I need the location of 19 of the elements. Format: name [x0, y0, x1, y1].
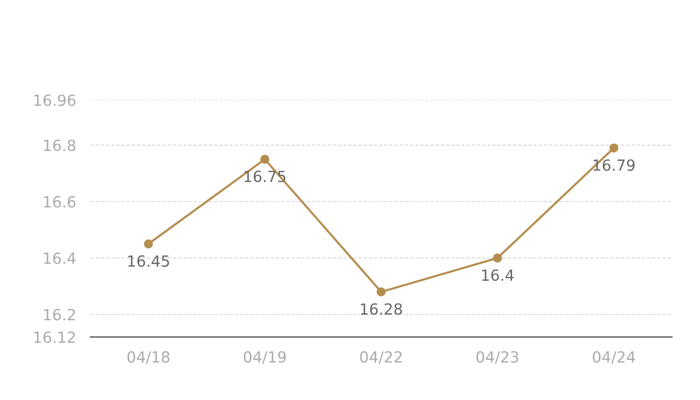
- x-tick-label: 04/24: [592, 351, 635, 364]
- y-tick-label: 16.8: [44, 140, 76, 152]
- data-label: 16.4: [482, 269, 514, 281]
- data-label: 16.45: [128, 255, 170, 267]
- point: [376, 287, 386, 296]
- point: [260, 154, 270, 164]
- data-label: 16.28: [360, 303, 402, 315]
- x-tick-label: 04/23: [476, 351, 518, 364]
- y-tick-label: 16.6: [44, 196, 76, 208]
- y-tick-label: 16.4: [44, 252, 76, 264]
- y-tick-label: 16.12: [34, 331, 75, 344]
- y-tick-label: 16.96: [34, 94, 76, 106]
- x-tick-label: 04/19: [244, 351, 286, 364]
- x-tick-label: 04/18: [127, 351, 170, 364]
- x-tick-label: 04/22: [360, 351, 402, 364]
- point: [609, 143, 618, 152]
- y-tick-label: 16.2: [44, 308, 75, 320]
- point: [492, 253, 502, 263]
- point: [144, 239, 153, 248]
